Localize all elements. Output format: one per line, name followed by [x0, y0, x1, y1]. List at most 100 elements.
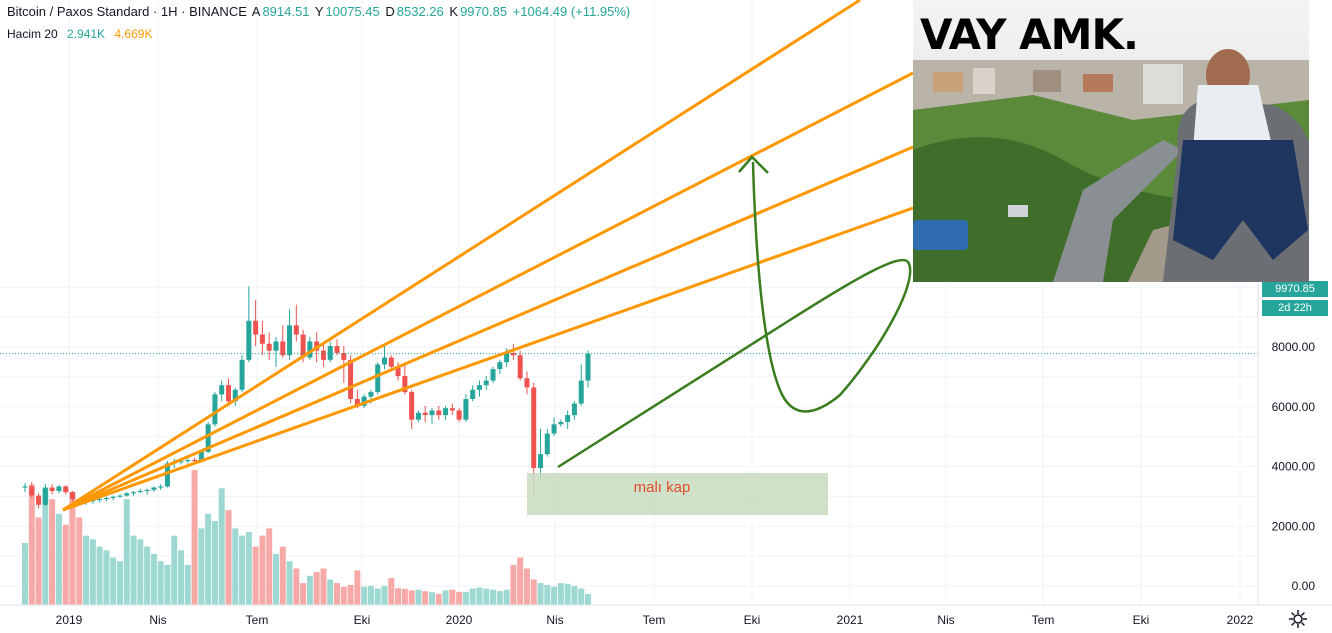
candle — [103, 496, 109, 502]
open-value: 8914.51 — [262, 4, 310, 19]
annotation-text: malı kap — [634, 479, 691, 496]
x-tick-label: Tem — [643, 613, 666, 627]
volume-bar — [144, 546, 151, 605]
volume-bar — [476, 587, 483, 605]
meme-photo — [913, 0, 1309, 282]
candle — [361, 394, 367, 409]
candle — [382, 346, 388, 370]
candle — [429, 408, 435, 425]
volume-bar — [28, 484, 35, 605]
volume-bar — [442, 590, 449, 605]
candle — [524, 371, 530, 395]
candle — [415, 410, 421, 422]
fan-line-1[interactable] — [62, 0, 861, 512]
volume-bar — [517, 557, 524, 605]
fan-line-3[interactable] — [62, 145, 914, 512]
volume-bar — [496, 591, 503, 605]
candle — [36, 493, 42, 509]
volume-bar — [523, 568, 530, 605]
volume-bar — [300, 583, 307, 605]
symbol-title[interactable]: Bitcoin / Paxos Standard · 1H · BINANCE — [7, 4, 247, 19]
volume-bar — [388, 578, 395, 605]
candle — [578, 364, 584, 406]
volume-bar — [306, 575, 313, 605]
y-tick-label: 8000.00 — [1272, 340, 1316, 354]
candle — [463, 394, 469, 422]
volume-bar — [428, 592, 435, 605]
volume-bar — [293, 568, 300, 605]
volume-bar — [83, 535, 90, 605]
x-tick-label: 2020 — [446, 613, 473, 627]
time-axis[interactable]: 2019 Nis Tem Eki 2020 Nis Tem Eki 2021 Nis Tem Eki 2… — [56, 613, 1254, 627]
volume-bar — [259, 535, 266, 605]
volume-bar — [252, 546, 259, 605]
volume-bar — [361, 586, 368, 605]
volume-bar — [544, 584, 551, 605]
volume-bar — [245, 532, 252, 605]
volume-bar — [123, 499, 130, 605]
drawn-arrow-path[interactable] — [557, 161, 912, 469]
fan-line-4[interactable] — [62, 206, 914, 512]
volume-bar — [537, 583, 544, 605]
volume-bar — [340, 586, 347, 605]
candle — [110, 495, 116, 501]
price-axis[interactable]: 0.00 2000.00 4000.00 6000.00 8000.00 — [1272, 340, 1316, 593]
candle — [124, 492, 130, 497]
candle — [131, 490, 137, 496]
volume-bar — [571, 586, 578, 605]
change-value: +1064.49 (+11.95%) — [512, 4, 631, 19]
volume-bar — [69, 491, 76, 605]
candle — [517, 350, 523, 381]
x-tick-label: Eki — [744, 613, 761, 627]
volume-bar — [395, 588, 402, 605]
volume-legend[interactable]: Hacim 20 2.941K 4.669K — [7, 27, 152, 41]
meme-image: VAY AMK. — [913, 0, 1309, 282]
candlesticks — [22, 286, 591, 509]
candle — [544, 428, 550, 457]
volume-bar — [110, 557, 117, 605]
volume-bar — [157, 561, 164, 605]
volume-bar — [198, 528, 205, 605]
candle — [137, 488, 143, 494]
settings-gear-icon[interactable] — [1288, 609, 1308, 629]
candle — [56, 485, 62, 494]
volume-bar — [266, 528, 273, 605]
candle — [483, 375, 489, 390]
candle — [558, 419, 564, 427]
volume-ma-value: 4.669K — [114, 27, 153, 41]
candle — [443, 405, 449, 420]
candle — [490, 366, 496, 383]
volume-bar — [116, 561, 123, 605]
volume-bar — [211, 521, 218, 605]
volume-bar — [483, 588, 490, 605]
volume-bar — [381, 586, 388, 605]
volume-bar — [354, 570, 361, 605]
candle — [253, 300, 259, 347]
volume-value: 2.941K — [67, 27, 106, 41]
candle — [69, 490, 75, 502]
candle — [456, 408, 462, 422]
fan-trendlines[interactable] — [62, 0, 914, 512]
arrowhead — [738, 155, 769, 174]
candle — [565, 410, 571, 429]
volume-bar — [205, 513, 212, 605]
volume-bar — [374, 588, 381, 605]
annotation-box[interactable] — [527, 473, 828, 515]
x-tick-label: Eki — [354, 613, 371, 627]
fan-line-2[interactable] — [62, 71, 914, 512]
candle — [219, 380, 225, 402]
candle — [266, 332, 272, 360]
candle — [571, 401, 577, 420]
y-tick-label: 0.00 — [1292, 579, 1316, 593]
symbol-header: Bitcoin / Paxos Standard · 1H · BINANCE … — [7, 4, 632, 19]
x-tick-label: Nis — [546, 613, 563, 627]
candle — [320, 343, 326, 367]
candle — [117, 494, 123, 498]
volume-bar — [55, 513, 62, 605]
candle — [436, 405, 442, 420]
candle — [395, 362, 401, 381]
y-tick-label: 6000.00 — [1272, 400, 1316, 414]
candle — [476, 380, 482, 397]
candle — [334, 339, 340, 356]
